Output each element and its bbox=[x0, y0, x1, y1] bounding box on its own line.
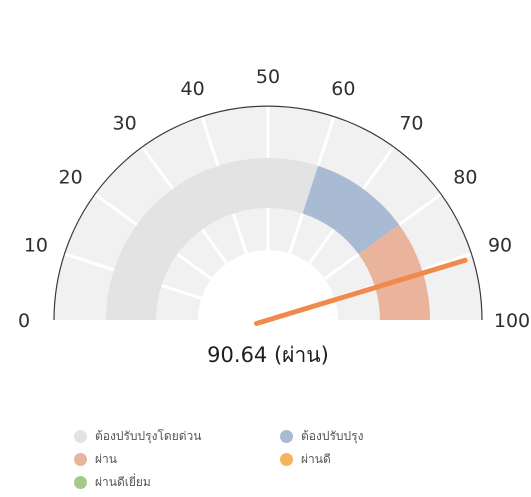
legend-item[interactable]: ผ่าน bbox=[74, 451, 280, 467]
legend-swatch bbox=[74, 429, 87, 443]
legend-label: ผ่านดีเยี่ยม bbox=[95, 474, 151, 489]
gauge-tick-label: 50 bbox=[256, 66, 280, 88]
legend: ต้องปรับปรุงโดยด่วน ต้องปรับปรุง ผ่าน ผ่านด… bbox=[74, 428, 480, 490]
gauge-tick-label: 70 bbox=[399, 113, 423, 135]
legend-swatch bbox=[74, 452, 87, 466]
gauge-needle-group bbox=[254, 257, 468, 326]
legend-item[interactable]: ต้องปรับปรุง bbox=[280, 428, 480, 444]
legend-label: ผ่าน bbox=[95, 451, 117, 466]
gauge-tick-label: 30 bbox=[112, 113, 136, 135]
gauge-outline bbox=[53, 105, 483, 321]
gauge-tick-labels: 0 10 20 30 40 50 60 70 80 90 100 bbox=[18, 66, 530, 332]
legend-label: ต้องปรับปรุงโดยด่วน bbox=[95, 428, 202, 443]
legend-swatch bbox=[74, 475, 87, 489]
gauge-band-3 bbox=[358, 224, 430, 320]
gauge-tick-label: 100 bbox=[494, 310, 530, 332]
gauge-band-1 bbox=[106, 158, 319, 320]
legend-swatch bbox=[280, 429, 293, 443]
legend-label: ต้องปรับปรุง bbox=[301, 428, 364, 443]
gauge-tick-label: 60 bbox=[331, 78, 355, 100]
legend-label: ผ่านดี bbox=[301, 451, 331, 466]
gauge-tick-label: 0 bbox=[18, 310, 30, 332]
gauge-value-label: 90.64 (ผ่าน) bbox=[207, 343, 329, 367]
gauge-tick-label: 80 bbox=[453, 167, 477, 189]
gauge-outline-arc bbox=[53, 105, 483, 321]
gauge-tick-label: 40 bbox=[181, 78, 205, 100]
gauge-tick-label: 10 bbox=[24, 235, 48, 257]
gauge-bands bbox=[106, 158, 430, 320]
gauge-tick-label: 90 bbox=[488, 235, 512, 257]
legend-item[interactable]: ต้องปรับปรุงโดยด่วน bbox=[74, 428, 280, 444]
gauge-tick-label: 20 bbox=[59, 167, 83, 189]
gauge-needle bbox=[254, 257, 468, 326]
legend-item[interactable]: ผ่านดีเยี่ยม bbox=[74, 474, 280, 490]
legend-item[interactable]: ผ่านดี bbox=[280, 451, 480, 467]
legend-swatch bbox=[280, 452, 293, 466]
gauge-band-2 bbox=[302, 165, 400, 255]
